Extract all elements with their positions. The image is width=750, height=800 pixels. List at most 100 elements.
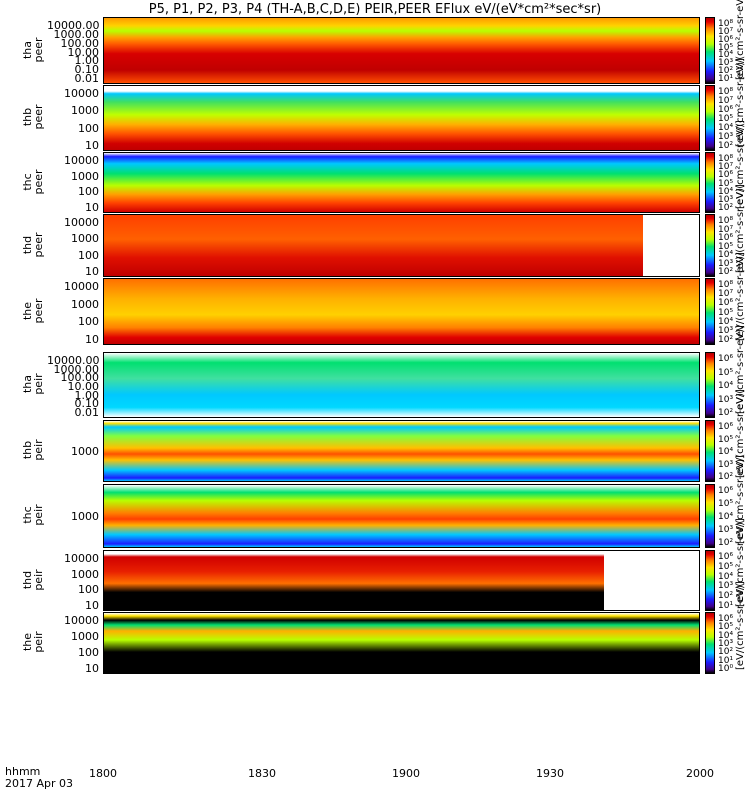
colorbar-tick-label: 10⁵ [718,499,734,509]
y-tick-label: 1.00 [74,54,100,68]
colorbar [705,214,715,277]
y-axis-label: tha peer [21,36,45,63]
colorbar-tick-label: 10⁸ [718,216,734,226]
colorbar-tick-label: 10³ [718,325,734,336]
colorbar-tick-label: 10⁸ [718,280,734,290]
y-tick-label: 10000 [64,614,99,627]
y-axis-label: thc peer [21,168,45,195]
y-axis-label: the peer [21,297,45,324]
colorbar-tick-label: 10⁷ [718,162,734,173]
colorbar-tick-label: 10² [718,66,734,77]
colorbar [705,420,715,482]
colorbar [705,152,715,213]
x-axis-label: hhmm [5,765,41,778]
colorbar-tick-label: 10⁵ [718,114,734,124]
y-tick-label: 0.01 [74,406,100,419]
spectrogram-panel-thc-peer [103,152,700,213]
colorbar-tick-label: 10⁶ [718,422,734,432]
x-tick-label: 2000 [686,767,714,780]
colorbar-tick-label: 10¹ [718,601,734,611]
colorbar [705,484,715,548]
spectrogram-panel-tha-peir [103,352,700,418]
y-tick-label: 1000 [71,297,99,311]
spectrogram-panel-thb-peir [103,420,700,482]
colorbar-tick-label: 10⁶ [718,298,734,309]
spectrogram-panel-the-peir [103,612,700,674]
colorbar-tick-label: 10⁶ [718,552,734,562]
colorbar-tick-label: 10⁴ [718,50,734,61]
colorbar-tick-label: 10⁵ [718,241,734,252]
colorbar [705,85,715,151]
y-tick-label: 100 [78,583,99,597]
colorbar-tick-label: 10⁵ [718,178,734,189]
colorbar-tick-label: 10² [718,335,734,345]
chart-title: P5, P1, P2, P3, P4 (TH-A,B,C,D,E) PEIR,P… [148,2,602,17]
y-tick-label: 100 [78,646,99,659]
y-axis-label: thb peer [21,104,45,130]
colorbar-tick-label: 10⁴ [718,630,734,641]
y-axis-label: the peir [21,631,45,653]
colorbar-tick-label: 10¹ [718,74,734,84]
date-label: 2017 Apr 03 [5,777,74,790]
x-tick-label: 1800 [89,767,117,780]
colorbar [705,550,715,611]
y-tick-label: 100 [78,248,99,262]
y-tick-label: 10 [85,265,99,278]
colorbar-tick-label: 10⁵ [718,622,734,633]
colorbar-tick-label: 10³ [718,58,734,69]
colorbar-tick-label: 10³ [718,194,734,205]
colorbar-tick-label: 10³ [718,639,734,649]
colorbar-tick-label: 10⁷ [718,26,734,37]
colorbar-tick-label: 10³ [718,258,734,269]
colorbar [705,352,715,418]
colorbar-tick-label: 10⁶ [718,354,734,364]
spectrogram-panel-thb-peer [103,85,700,151]
colorbar-tick-label: 10⁶ [718,105,734,115]
y-tick-label: 10 [85,599,99,612]
y-tick-label: 0.10 [74,63,100,77]
colorbar [705,17,715,84]
y-tick-label: 100 [78,185,99,199]
colorbar-tick-label: 10⁴ [718,316,734,327]
y-tick-label: 0.01 [74,72,100,85]
colorbar [705,612,715,674]
y-tick-label: 10.00 [67,380,100,393]
colorbar-tick-label: 10⁶ [718,486,734,496]
colorbar-unit-label: [eV/(cm²-s-sr-eV)] [735,581,746,670]
colorbar-tick-label: 10² [718,472,734,482]
spectrogram-panel-the-peer [103,278,700,345]
colorbar-tick-label: 10⁰ [718,664,734,674]
colorbar-tick-label: 10⁸ [718,154,734,164]
colorbar-tick-label: 10³ [718,525,734,535]
data-gap [604,551,699,610]
colorbar-tick-label: 10⁸ [718,87,734,97]
spectrogram-panel-thd-peer [103,214,700,277]
y-tick-label: 10000.00 [47,354,100,367]
spectrogram-panel-tha-peer [103,17,700,84]
y-tick-label: 0.10 [74,397,100,411]
y-axis-label: thc peir [21,504,45,526]
colorbar [705,278,715,345]
colorbar-tick-label: 10⁷ [718,224,734,235]
y-axis-label: thb peir [21,439,45,461]
y-tick-label: 1000 [71,104,99,118]
colorbar-tick-label: 10² [718,267,734,277]
colorbar-tick-label: 10¹ [718,655,734,666]
x-tick-label: 1830 [248,767,276,780]
y-tick-label: 10 [85,139,99,152]
colorbar-tick-label: 10² [718,538,734,548]
colorbar-tick-label: 10⁵ [718,434,734,445]
colorbar-tick-label: 10⁴ [718,512,734,522]
spectrogram-panel-thd-peir [103,550,700,611]
y-tick-label: 10000 [64,216,99,229]
y-tick-label: 100.00 [60,36,100,50]
colorbar-tick-label: 10³ [718,394,734,405]
y-tick-label: 10000 [64,552,99,565]
y-tick-label: 10000.00 [47,19,100,32]
y-tick-label: 10000 [64,154,99,167]
colorbar-tick-label: 10⁷ [718,96,734,106]
spectrogram-panel-thc-peir [103,484,700,548]
y-axis-label: thd peer [21,231,45,258]
y-axis-label: thd peir [21,568,45,591]
